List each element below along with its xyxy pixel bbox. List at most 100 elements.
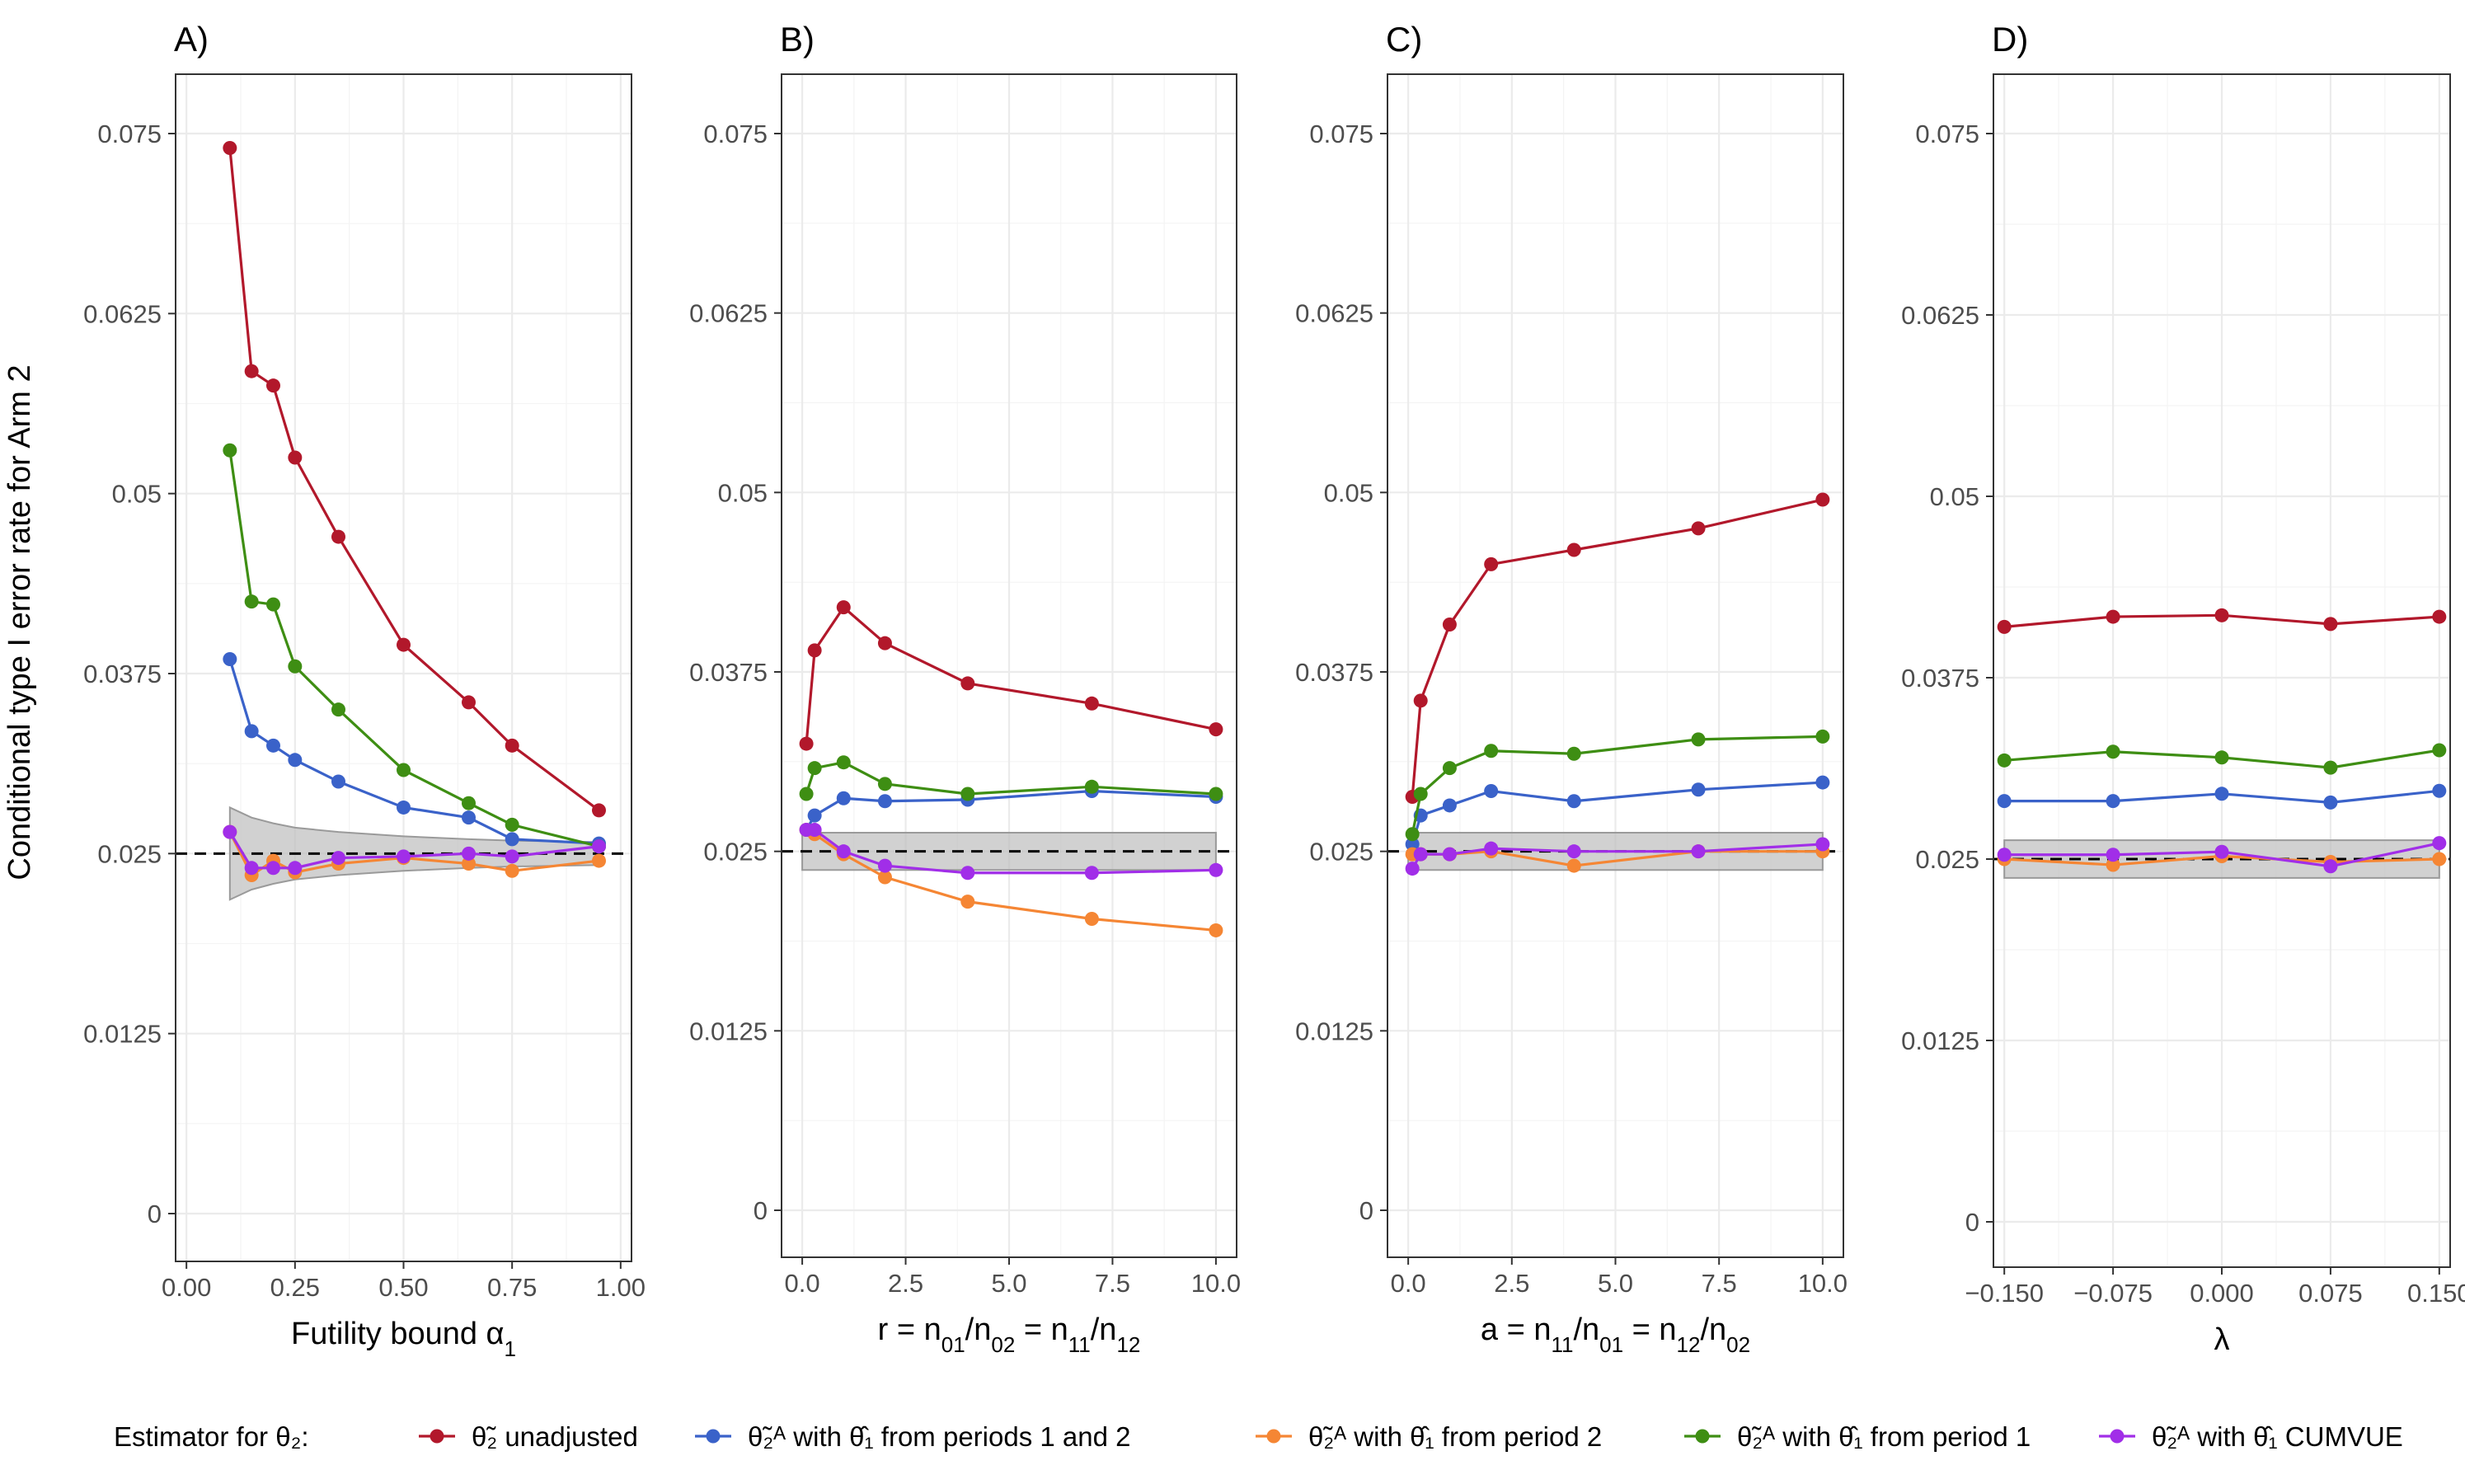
data-point [799,736,814,751]
x-axis-title: a = n11/n01 = n12/n02 [1481,1313,1750,1357]
panel-label: B) [780,20,815,59]
legend: Estimator for θ₂: θ̃₂ unadjusted θ̃₂ᴬ with… [114,1421,2403,1452]
data-point [2323,760,2338,775]
data-point [2432,836,2447,851]
x-tick-label: 7.5 [1095,1269,1130,1298]
x-tick-label: 2.5 [888,1269,923,1298]
data-point [266,378,280,393]
data-point [2106,794,2120,809]
y-tick-label: 0 [1965,1208,1979,1237]
data-point [2106,857,2120,872]
data-point [1405,837,1420,852]
data-point [1084,696,1099,711]
y-tick-label: 0 [148,1200,162,1228]
y-tick-label: 0.0375 [689,658,768,687]
data-point [505,863,519,878]
data-point [1997,753,2012,768]
y-tick-label: 0.05 [1324,478,1373,507]
data-point [266,738,280,753]
data-point [462,857,476,871]
data-point [877,777,892,791]
data-point [2323,795,2338,810]
y-tick-label: 0.025 [703,838,768,866]
data-point [1566,542,1581,557]
legend-label: θ̃₂ᴬ with θ̂₁ CUMVUE [2152,1421,2403,1452]
panel-label: C) [1386,20,1422,59]
data-point [2214,608,2229,622]
data-point [1566,858,1581,873]
data-point [2432,852,2447,866]
y-tick-label: 0.0125 [689,1017,768,1045]
series-periods-1-and-2 [223,652,606,851]
data-point [1566,746,1581,761]
series-unadjusted [1405,492,1830,804]
data-point [2214,750,2229,765]
data-point [960,866,975,881]
x-axis-title: Futility bound α1 [291,1317,516,1361]
y-tick-label: 0.075 [703,120,768,148]
data-point [592,853,606,868]
legend-label: θ̃₂ unadjusted [472,1421,638,1452]
y-tick-label: 0.0375 [1295,658,1373,687]
data-point [877,858,892,873]
x-tick-label: −0.150 [1965,1279,2044,1308]
data-point [505,817,519,832]
data-point [331,851,345,866]
y-tick-label: 0.025 [1915,845,1979,874]
x-tick-label: 0.000 [2190,1279,2254,1308]
x-tick-label: 0.25 [270,1273,320,1302]
legend-entry-periods-1-and-2: θ̃₂ᴬ with θ̂₁ from periods 1 and 2 [695,1421,1130,1452]
data-point [223,140,237,155]
data-point [2214,844,2229,859]
series-unadjusted [1997,608,2447,634]
series-line [805,789,1216,831]
series-periods-1-and-2 [1997,783,2447,810]
data-point [1691,732,1706,747]
data-point [244,724,259,739]
series-line [228,659,599,845]
data-point [266,861,280,876]
data-point [836,755,851,770]
y-tick-label: 0.0625 [1295,299,1373,328]
y-tick-label: 0.0125 [83,1020,162,1049]
y-tick-label: 0.075 [97,120,162,148]
legend-label: θ̃₂ᴬ with θ̂₁ from period 2 [1308,1421,1602,1452]
y-tick-label: 0.05 [718,478,768,507]
data-point [1405,862,1420,876]
y-tick-label: 0.0625 [689,299,768,328]
series-unadjusted [799,600,1223,751]
data-point [1484,784,1499,799]
data-point [1209,787,1223,801]
series-unadjusted [223,140,606,818]
data-point [1442,847,1457,862]
legend-label: θ̃₂ᴬ with θ̂₁ from periods 1 and 2 [748,1421,1130,1452]
data-point [1413,787,1428,801]
panel-label: A) [174,20,209,59]
legend-entry-period-1: θ̃₂ᴬ with θ̂₁ from period 1 [1684,1421,2031,1452]
y-tick-label: 0.025 [1309,838,1373,866]
data-point [836,600,851,615]
y-tick-label: 0 [1359,1196,1373,1225]
data-point [266,597,280,612]
data-point [1484,556,1499,571]
data-point [960,787,975,801]
x-tick-label: 10.0 [1191,1269,1241,1298]
data-point [331,702,345,717]
series-line [228,148,600,812]
data-point [288,753,303,768]
data-point [1209,722,1223,737]
data-point [1815,729,1830,744]
legend-key-point [1266,1429,1281,1444]
data-point [244,594,259,609]
y-tick-label: 0.0125 [1295,1017,1373,1045]
data-point [2323,617,2338,632]
data-point [592,803,606,818]
data-point [462,695,476,710]
series-line [228,450,599,848]
data-point [397,637,411,652]
data-point [877,794,892,809]
data-point [505,832,519,847]
data-point [1405,827,1420,842]
data-point [505,849,519,864]
